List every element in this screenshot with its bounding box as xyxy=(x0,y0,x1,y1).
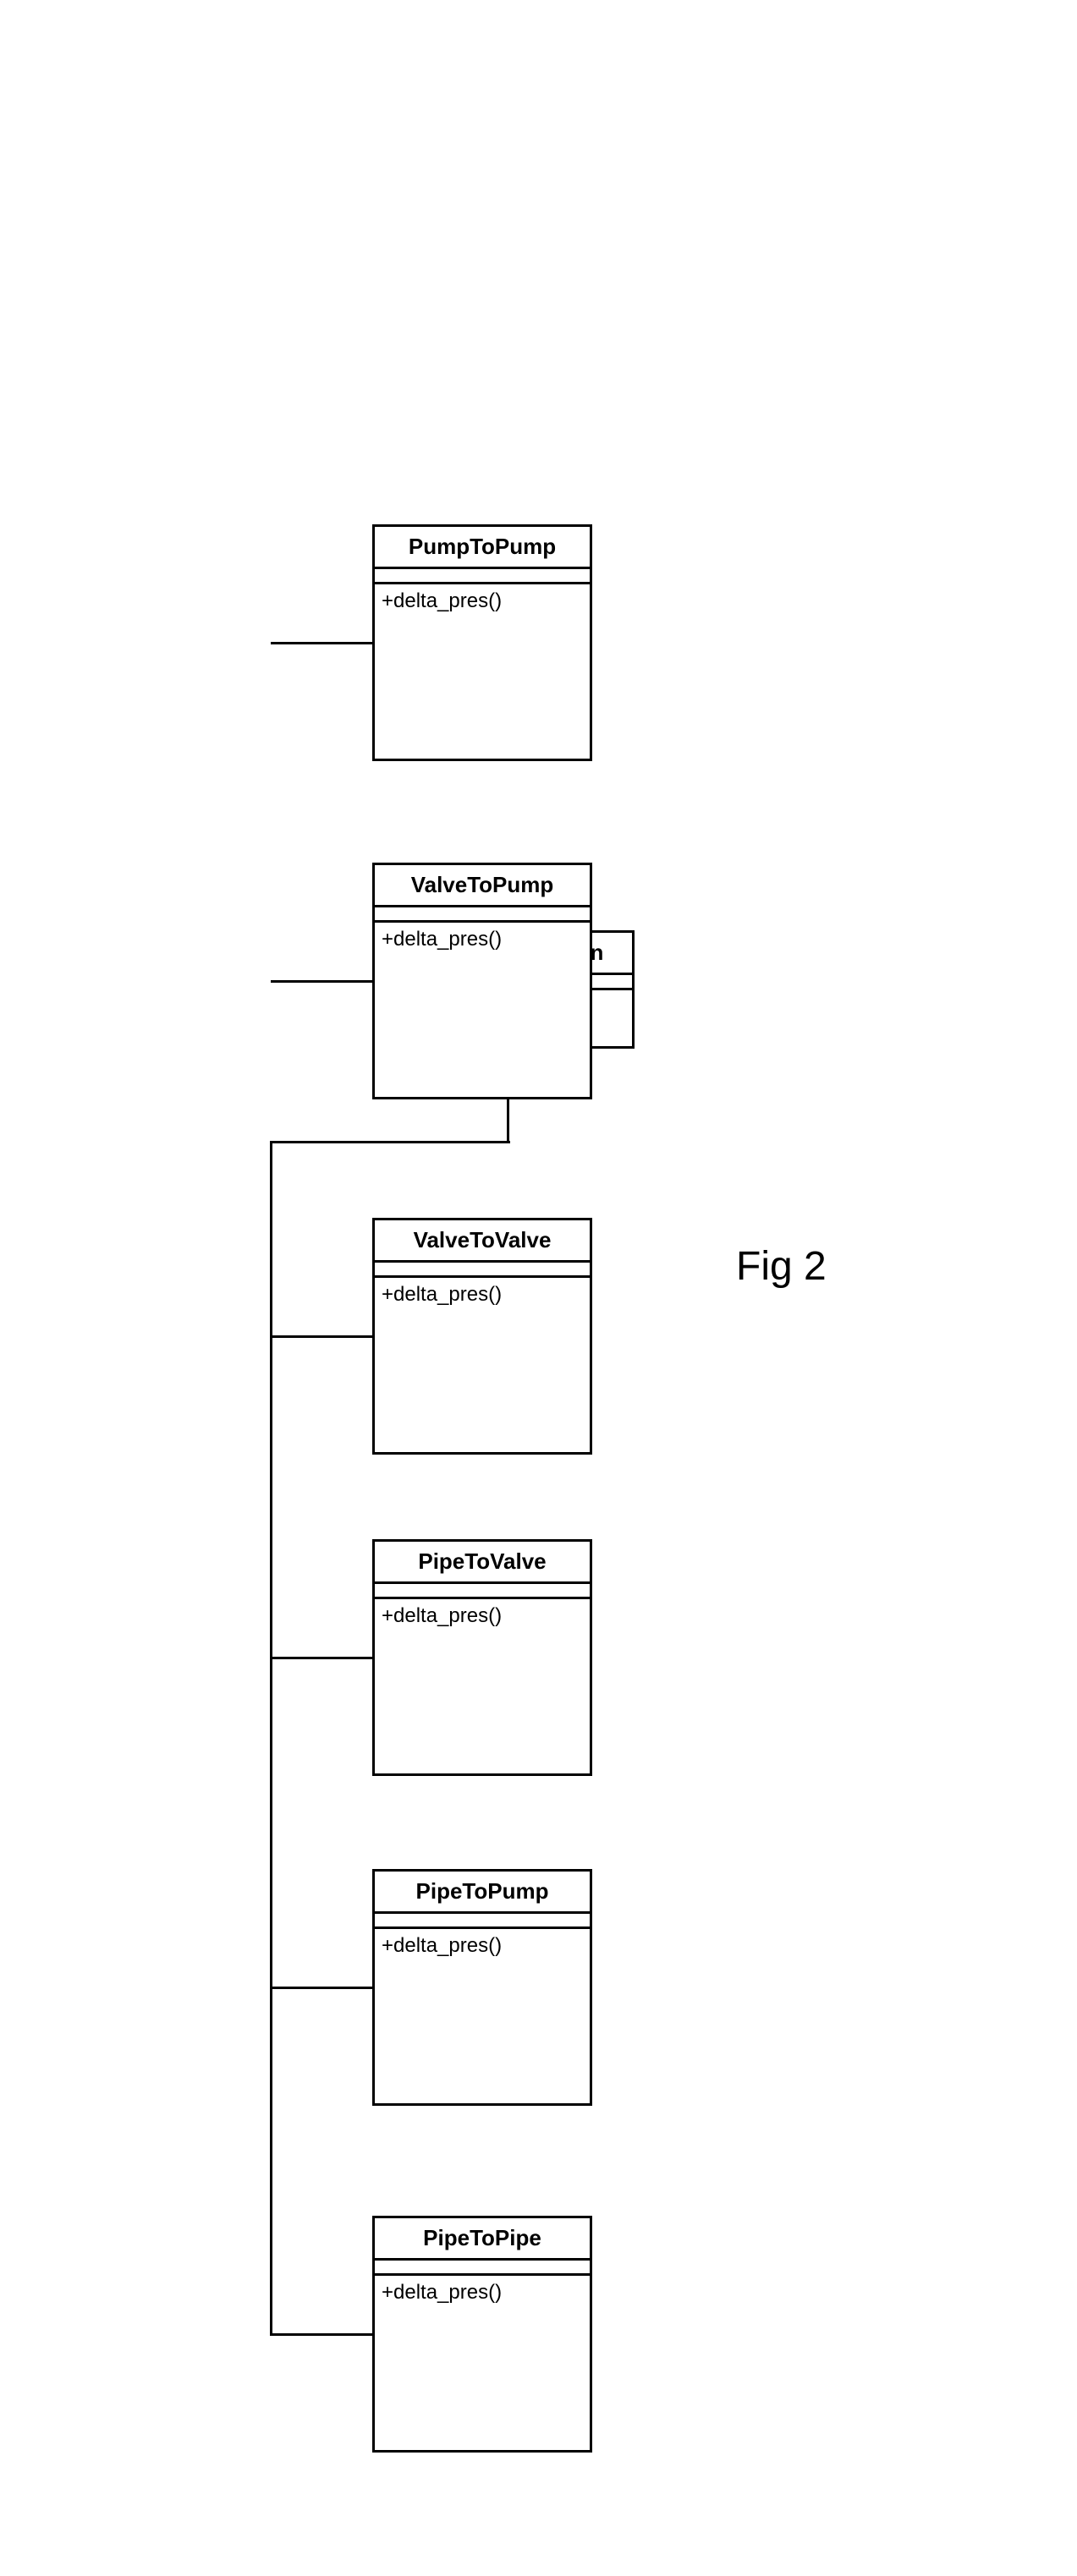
child-3-class-name: ValveToValve xyxy=(375,1220,590,1263)
child-4-attributes xyxy=(375,907,590,923)
child-2-class-box: PipeToValve +delta_pres() xyxy=(372,1539,592,1776)
diagram-canvas: DeviceConnection+delta_pres()PipeToPipe+… xyxy=(0,0,1077,2576)
child-3-operations: +delta_pres() xyxy=(375,1278,590,1452)
child-1-attributes xyxy=(375,1914,590,1929)
child-4-operations: +delta_pres() xyxy=(375,923,590,1097)
child-1-operations: +delta_pres() xyxy=(375,1929,590,2103)
child-5-connector xyxy=(271,642,372,644)
child-2-connector xyxy=(271,1657,372,1659)
child-0-class-name: PipeToPipe xyxy=(375,2218,590,2261)
child-0-connector xyxy=(271,2333,372,2336)
child-4-class-name: ValveToPump xyxy=(375,865,590,907)
child-0-attributes xyxy=(375,2261,590,2276)
child-0-class-box: PipeToPipe +delta_pres() xyxy=(372,2216,592,2453)
child-1-class-box: PipeToPump +delta_pres() xyxy=(372,1869,592,2106)
child-3-attributes xyxy=(375,1263,590,1278)
child-1-connector xyxy=(271,1987,372,1989)
child-3-class-box: ValveToValve +delta_pres() xyxy=(372,1218,592,1455)
child-4-connector xyxy=(271,980,372,983)
trunk-vertical xyxy=(270,1141,272,2336)
child-5-operations: +delta_pres() xyxy=(375,584,590,759)
trunk-jog xyxy=(271,1141,510,1143)
child-3-connector xyxy=(271,1335,372,1338)
child-5-class-name: PumpToPump xyxy=(375,527,590,569)
child-2-operations: +delta_pres() xyxy=(375,1599,590,1773)
child-5-class-box: PumpToPump +delta_pres() xyxy=(372,524,592,761)
child-5-attributes xyxy=(375,569,590,584)
figure-caption: Fig 2 xyxy=(736,1243,827,1290)
child-4-class-box: ValveToPump +delta_pres() xyxy=(372,863,592,1099)
child-2-attributes xyxy=(375,1584,590,1599)
child-0-operations: +delta_pres() xyxy=(375,2276,590,2450)
child-2-class-name: PipeToValve xyxy=(375,1542,590,1584)
child-1-class-name: PipeToPump xyxy=(375,1872,590,1914)
